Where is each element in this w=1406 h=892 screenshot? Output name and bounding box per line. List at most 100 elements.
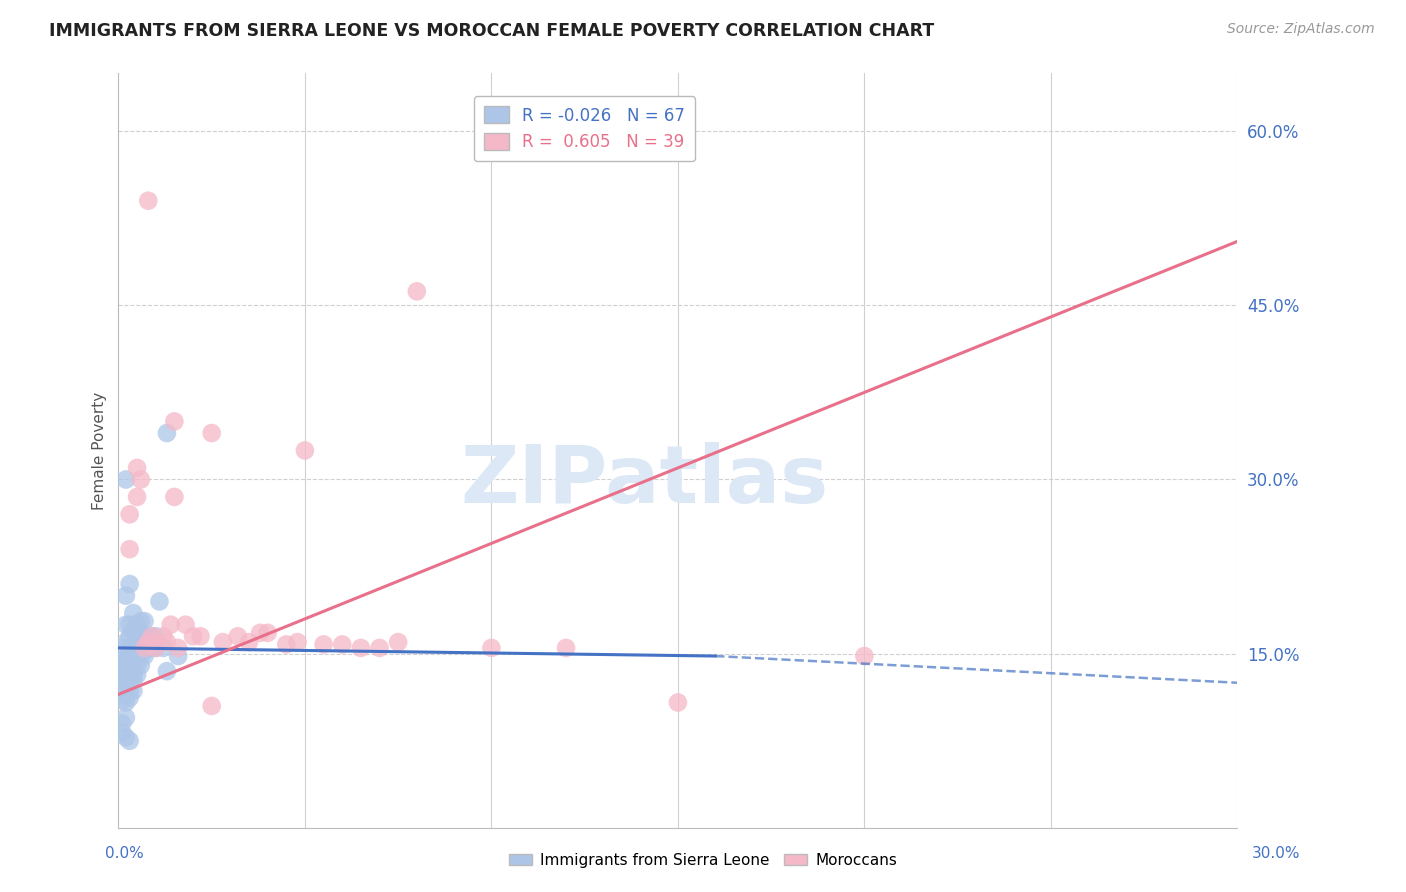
Point [122, 684, 145, 698]
Point [387, 635, 409, 649]
Point [312, 637, 335, 651]
Point [134, 629, 156, 643]
Point [129, 473, 152, 487]
Point [287, 635, 309, 649]
Point [156, 664, 179, 678]
Point [118, 508, 141, 522]
Point [368, 640, 391, 655]
Point [118, 542, 141, 557]
Point [148, 594, 170, 608]
Text: IMMIGRANTS FROM SIERRA LEONE VS MOROCCAN FEMALE POVERTY CORRELATION CHART: IMMIGRANTS FROM SIERRA LEONE VS MOROCCAN… [49, 22, 935, 40]
Point [481, 640, 503, 655]
Point [122, 652, 145, 666]
Point [115, 675, 138, 690]
Point [127, 647, 149, 661]
Point [134, 614, 156, 628]
Point [115, 635, 138, 649]
Point [127, 490, 149, 504]
Point [156, 425, 179, 440]
Point [136, 635, 159, 649]
Point [167, 648, 190, 663]
Point [111, 725, 134, 739]
Point [118, 577, 141, 591]
Point [111, 658, 134, 673]
Point [127, 461, 149, 475]
Y-axis label: Female Poverty: Female Poverty [93, 392, 107, 509]
Point [156, 635, 179, 649]
Point [115, 617, 138, 632]
Point [122, 606, 145, 620]
Point [405, 285, 427, 299]
Point [174, 617, 197, 632]
Point [118, 684, 141, 698]
Point [350, 640, 373, 655]
Point [226, 629, 249, 643]
Point [127, 647, 149, 661]
Point [201, 698, 224, 713]
Point [152, 640, 174, 655]
Point [118, 690, 141, 705]
Point [129, 640, 152, 655]
Point [330, 637, 353, 651]
Point [201, 425, 224, 440]
Point [141, 629, 163, 643]
Text: ZIPatlas: ZIPatlas [460, 442, 828, 520]
Point [212, 635, 235, 649]
Point [122, 624, 145, 638]
Point [152, 629, 174, 643]
Point [127, 667, 149, 681]
Point [118, 664, 141, 678]
Point [115, 710, 138, 724]
Point [111, 693, 134, 707]
Point [118, 673, 141, 687]
Point [111, 681, 134, 696]
Point [122, 640, 145, 655]
Point [129, 648, 152, 663]
Point [145, 629, 167, 643]
Point [163, 490, 186, 504]
Point [136, 640, 159, 655]
Point [118, 658, 141, 673]
Point [118, 617, 141, 632]
Point [129, 625, 152, 640]
Point [134, 640, 156, 655]
Point [666, 696, 689, 710]
Point [122, 658, 145, 673]
Point [115, 589, 138, 603]
Point [256, 625, 278, 640]
Point [127, 658, 149, 673]
Point [118, 640, 141, 655]
Point [555, 640, 578, 655]
Text: 0.0%: 0.0% [105, 847, 145, 861]
Point [134, 648, 156, 663]
Point [181, 629, 204, 643]
Legend: R = -0.026   N = 67, R =  0.605   N = 39: R = -0.026 N = 67, R = 0.605 N = 39 [474, 96, 695, 161]
Point [129, 658, 152, 673]
Point [118, 734, 141, 748]
Point [118, 652, 141, 666]
Text: 30.0%: 30.0% [1253, 847, 1301, 861]
Point [115, 652, 138, 666]
Point [190, 629, 212, 643]
Point [122, 673, 145, 687]
Point [145, 640, 167, 655]
Point [159, 617, 181, 632]
Point [115, 696, 138, 710]
Point [238, 635, 260, 649]
Point [136, 194, 159, 208]
Point [167, 640, 190, 655]
Point [145, 640, 167, 655]
Point [115, 731, 138, 745]
Point [134, 640, 156, 655]
Point [118, 647, 141, 661]
Point [141, 640, 163, 655]
Point [115, 658, 138, 673]
Point [111, 652, 134, 666]
Point [129, 614, 152, 628]
Point [853, 648, 876, 663]
Text: Source: ZipAtlas.com: Source: ZipAtlas.com [1227, 22, 1375, 37]
Point [115, 687, 138, 701]
Point [118, 629, 141, 643]
Point [111, 716, 134, 731]
Point [111, 640, 134, 655]
